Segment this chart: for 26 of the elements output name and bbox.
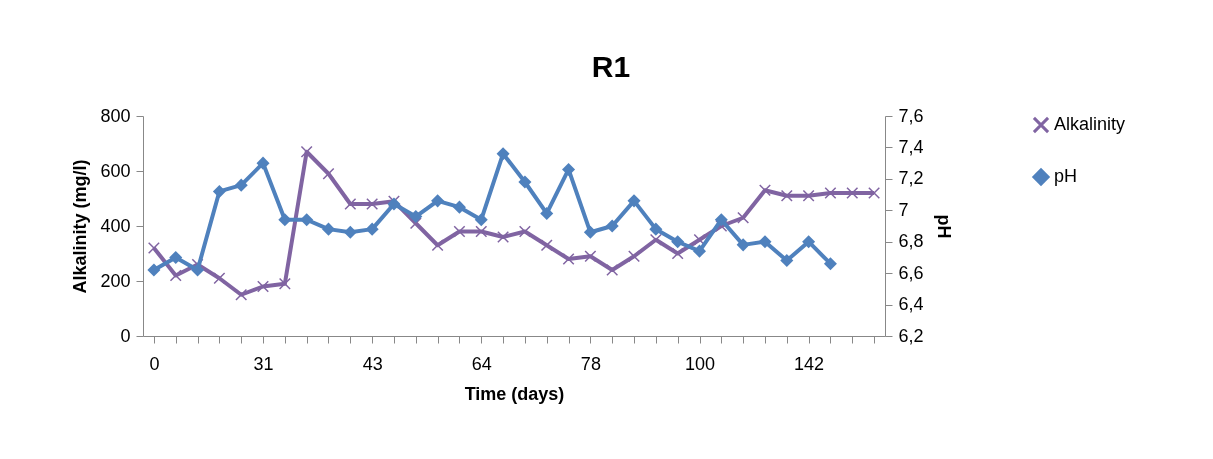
y2-tick-label: 6,2 xyxy=(898,325,924,346)
y2-tick-label: 7,6 xyxy=(898,105,924,126)
y-axis-title: Alkalinity (mg/l) xyxy=(70,159,91,294)
y2-tick-label: 7,2 xyxy=(898,168,924,189)
x-axis-title: Time (days) xyxy=(464,383,565,404)
x-tick-label: 31 xyxy=(253,353,274,374)
y-tick-label: 400 xyxy=(100,215,131,236)
x-tick-label: 0 xyxy=(149,353,160,374)
x-tick-label: 43 xyxy=(362,353,383,374)
x-tick-label: 142 xyxy=(794,353,825,374)
y-tick-label: 200 xyxy=(100,270,131,291)
y2-tick-label: 6,6 xyxy=(898,262,924,283)
chart-title: R1 xyxy=(591,50,631,83)
y-tick-label: 0 xyxy=(120,325,131,346)
y2-tick-label: 7 xyxy=(898,199,909,220)
y2-tick-label: 6,4 xyxy=(898,294,924,315)
legend-label: Alkalinity xyxy=(1054,114,1126,134)
legend-label: pH xyxy=(1054,166,1078,186)
y2-axis-title: pH xyxy=(933,214,954,239)
x-tick-label: 78 xyxy=(580,353,601,374)
y2-tick-label: 6,8 xyxy=(898,231,924,252)
y-tick-label: 800 xyxy=(100,105,131,126)
y2-tick-label: 7,4 xyxy=(898,136,924,157)
x-tick-label: 100 xyxy=(684,353,716,374)
x-tick-label: 64 xyxy=(471,353,492,374)
y-tick-label: 600 xyxy=(100,160,131,181)
